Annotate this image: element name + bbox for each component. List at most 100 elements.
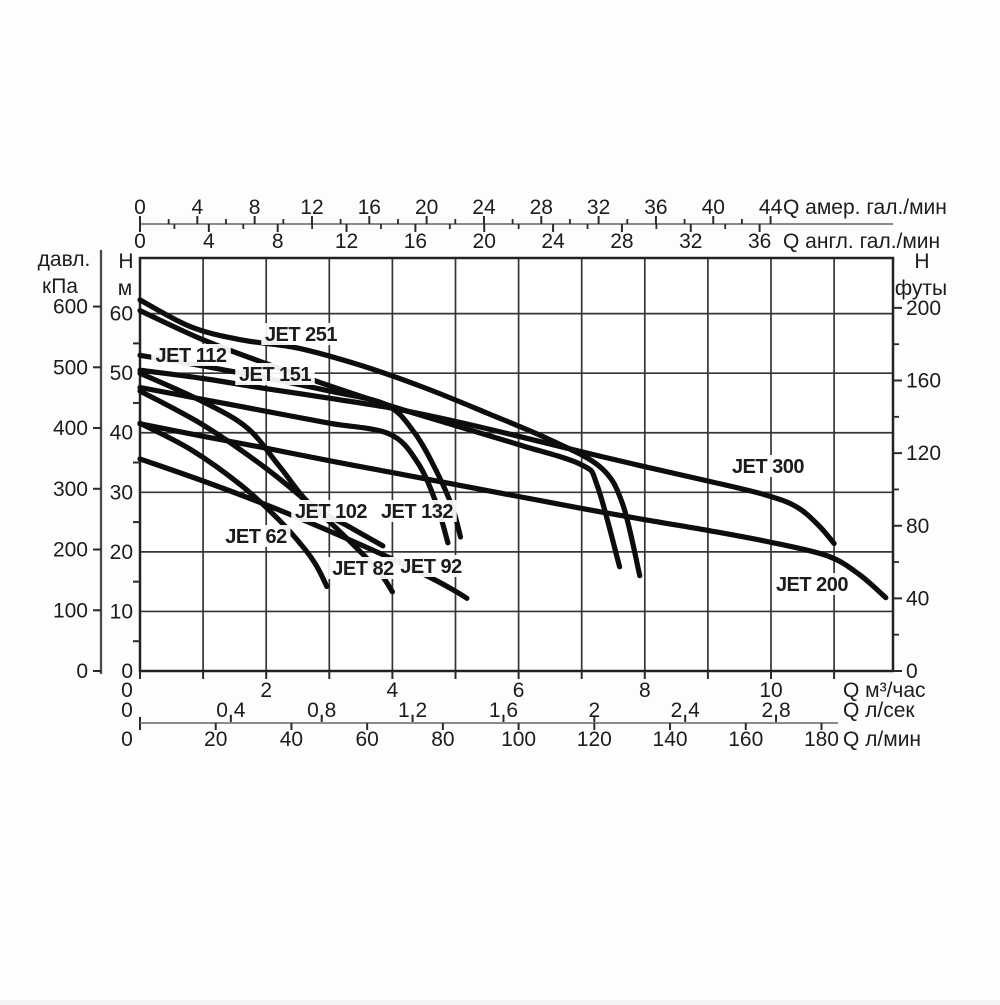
curve-label-text: JET 102 bbox=[295, 501, 367, 523]
tick-label-lmin: 80 bbox=[431, 728, 454, 751]
tick-label-kpa: 400 bbox=[53, 417, 88, 440]
tick-label-lsec: 0,8 bbox=[307, 699, 336, 722]
curve-label-jet-251: JET 251 bbox=[261, 323, 341, 346]
tick-label-h-m: 30 bbox=[110, 481, 133, 504]
tick-label-m3h: 10 bbox=[759, 679, 782, 702]
tick-label-h-m: 10 bbox=[110, 600, 133, 623]
curve-label-text: JET 200 bbox=[776, 574, 848, 596]
tick-label-m3h: 8 bbox=[639, 679, 651, 702]
curve-label-text: JET 92 bbox=[400, 556, 462, 578]
tick-label-lmin: 140 bbox=[653, 728, 688, 751]
curve-label-text: JET 112 bbox=[155, 345, 226, 367]
tick-label-imp-gpm: 32 bbox=[679, 230, 702, 253]
curve-jet-102 bbox=[137, 370, 386, 549]
tick-label-ft: 120 bbox=[906, 442, 941, 465]
tick-label-ft: 80 bbox=[906, 515, 929, 538]
tick-label-m3h: 0 bbox=[121, 679, 133, 702]
axis-title-ft-2: футы bbox=[895, 277, 947, 300]
tick-label-lmin: 160 bbox=[728, 728, 763, 751]
tick-label-lmin: 20 bbox=[204, 728, 227, 751]
tick-label-lsec: 2 bbox=[588, 699, 600, 722]
tick-label-imp-gpm: 12 bbox=[335, 230, 358, 253]
tick-label-m3h: 2 bbox=[260, 679, 272, 702]
axis-title-h-m-2: м bbox=[118, 277, 132, 300]
axis-title-kpa-1: давл. bbox=[38, 248, 91, 271]
axis-title-kpa-2: кПа bbox=[42, 275, 78, 298]
tick-label-us-gpm: 32 bbox=[587, 196, 610, 219]
tick-label-us-gpm: 44 bbox=[759, 196, 783, 219]
axis-unit-m3h: Q м³/час bbox=[843, 679, 926, 702]
curve-label-text: JET 82 bbox=[332, 558, 394, 580]
tick-label-ft: 0 bbox=[906, 660, 918, 683]
tick-label-ft: 40 bbox=[906, 587, 929, 610]
curve-label-bg bbox=[328, 557, 398, 579]
curve-label-bg bbox=[235, 363, 315, 385]
tick-label-lsec: 2,4 bbox=[671, 699, 701, 722]
tick-label-imp-gpm: 8 bbox=[272, 230, 284, 253]
tick-label-lmin: 120 bbox=[577, 728, 612, 751]
tick-label-us-gpm: 40 bbox=[702, 196, 725, 219]
tick-label-imp-gpm: 4 bbox=[203, 230, 215, 253]
curve-label-text: JET 151 bbox=[239, 364, 311, 386]
tick-label-kpa: 100 bbox=[53, 599, 88, 622]
tick-label-us-gpm: 36 bbox=[644, 196, 667, 219]
tick-label-h-m: 20 bbox=[110, 541, 133, 564]
tick-label-kpa: 0 bbox=[76, 660, 88, 683]
tick-label-h-m: 40 bbox=[110, 422, 133, 445]
tick-label-imp-gpm: 28 bbox=[610, 230, 633, 253]
curve-label-text: JET 62 bbox=[225, 526, 287, 548]
axis-unit-lsec: Q л/сек bbox=[843, 699, 915, 722]
curve-label-jet-200: JET 200 bbox=[772, 573, 852, 596]
curve-label-jet-132: JET 132 bbox=[377, 500, 457, 523]
tick-label-m3h: 6 bbox=[513, 679, 525, 702]
axis-title-ft-1: Н bbox=[914, 250, 929, 273]
curve-label-text: JET 132 bbox=[381, 501, 453, 523]
tick-label-kpa: 300 bbox=[53, 478, 88, 501]
tick-label-us-gpm: 16 bbox=[358, 196, 381, 219]
curve-label-jet-82: JET 82 bbox=[328, 557, 398, 580]
tick-label-us-gpm: 8 bbox=[249, 196, 261, 219]
tick-label-kpa: 500 bbox=[53, 356, 88, 379]
tick-label-ft: 160 bbox=[906, 370, 941, 393]
curve-label-text: JET 251 bbox=[265, 324, 337, 346]
tick-label-us-gpm: 24 bbox=[472, 196, 496, 219]
curve-label-bg bbox=[291, 500, 371, 522]
tick-label-us-gpm: 28 bbox=[530, 196, 553, 219]
tick-label-lsec: 0 bbox=[121, 699, 133, 722]
tick-label-lsec: 1,2 bbox=[398, 699, 427, 722]
tick-label-lmin: 40 bbox=[280, 728, 303, 751]
curve-label-jet-151: JET 151 bbox=[235, 363, 315, 386]
tick-label-lmin: 100 bbox=[501, 728, 536, 751]
axis-unit-lmin: Q л/мин bbox=[843, 728, 921, 751]
curve-jet-112 bbox=[137, 352, 464, 540]
tick-label-imp-gpm: 24 bbox=[541, 230, 565, 253]
tick-label-imp-gpm: 0 bbox=[134, 230, 146, 253]
tick-label-h-m: 0 bbox=[121, 660, 133, 683]
curve-jet-300 bbox=[137, 367, 837, 547]
curve-label-jet-62: JET 62 bbox=[221, 525, 291, 548]
tick-label-lmin: 60 bbox=[355, 728, 378, 751]
axis-title-h-m-1: Н bbox=[118, 250, 133, 273]
tick-label-lmin: 180 bbox=[804, 728, 839, 751]
curve-label-text: JET 300 bbox=[732, 456, 804, 478]
tick-label-h-m: 50 bbox=[110, 362, 133, 385]
tick-label-imp-gpm: 20 bbox=[473, 230, 496, 253]
curve-label-jet-112: JET 112 bbox=[151, 344, 231, 367]
tick-label-imp-gpm: 36 bbox=[748, 230, 771, 253]
curve-label-bg bbox=[261, 323, 341, 345]
curve-label-jet-102: JET 102 bbox=[291, 500, 371, 523]
curve-label-bg bbox=[377, 500, 457, 522]
curve-label-bg bbox=[728, 455, 808, 477]
tick-label-kpa: 600 bbox=[53, 296, 88, 319]
tick-label-us-gpm: 12 bbox=[300, 196, 323, 219]
curve-label-jet-300: JET 300 bbox=[728, 455, 808, 478]
tick-label-m3h: 4 bbox=[387, 679, 399, 702]
tick-label-us-gpm: 4 bbox=[191, 196, 203, 219]
tick-label-lsec: 1,6 bbox=[489, 699, 518, 722]
plot-border bbox=[138, 256, 895, 673]
curve-jet-92 bbox=[137, 456, 470, 601]
tick-label-imp-gpm: 16 bbox=[404, 230, 427, 253]
tick-label-us-gpm: 0 bbox=[134, 196, 146, 219]
